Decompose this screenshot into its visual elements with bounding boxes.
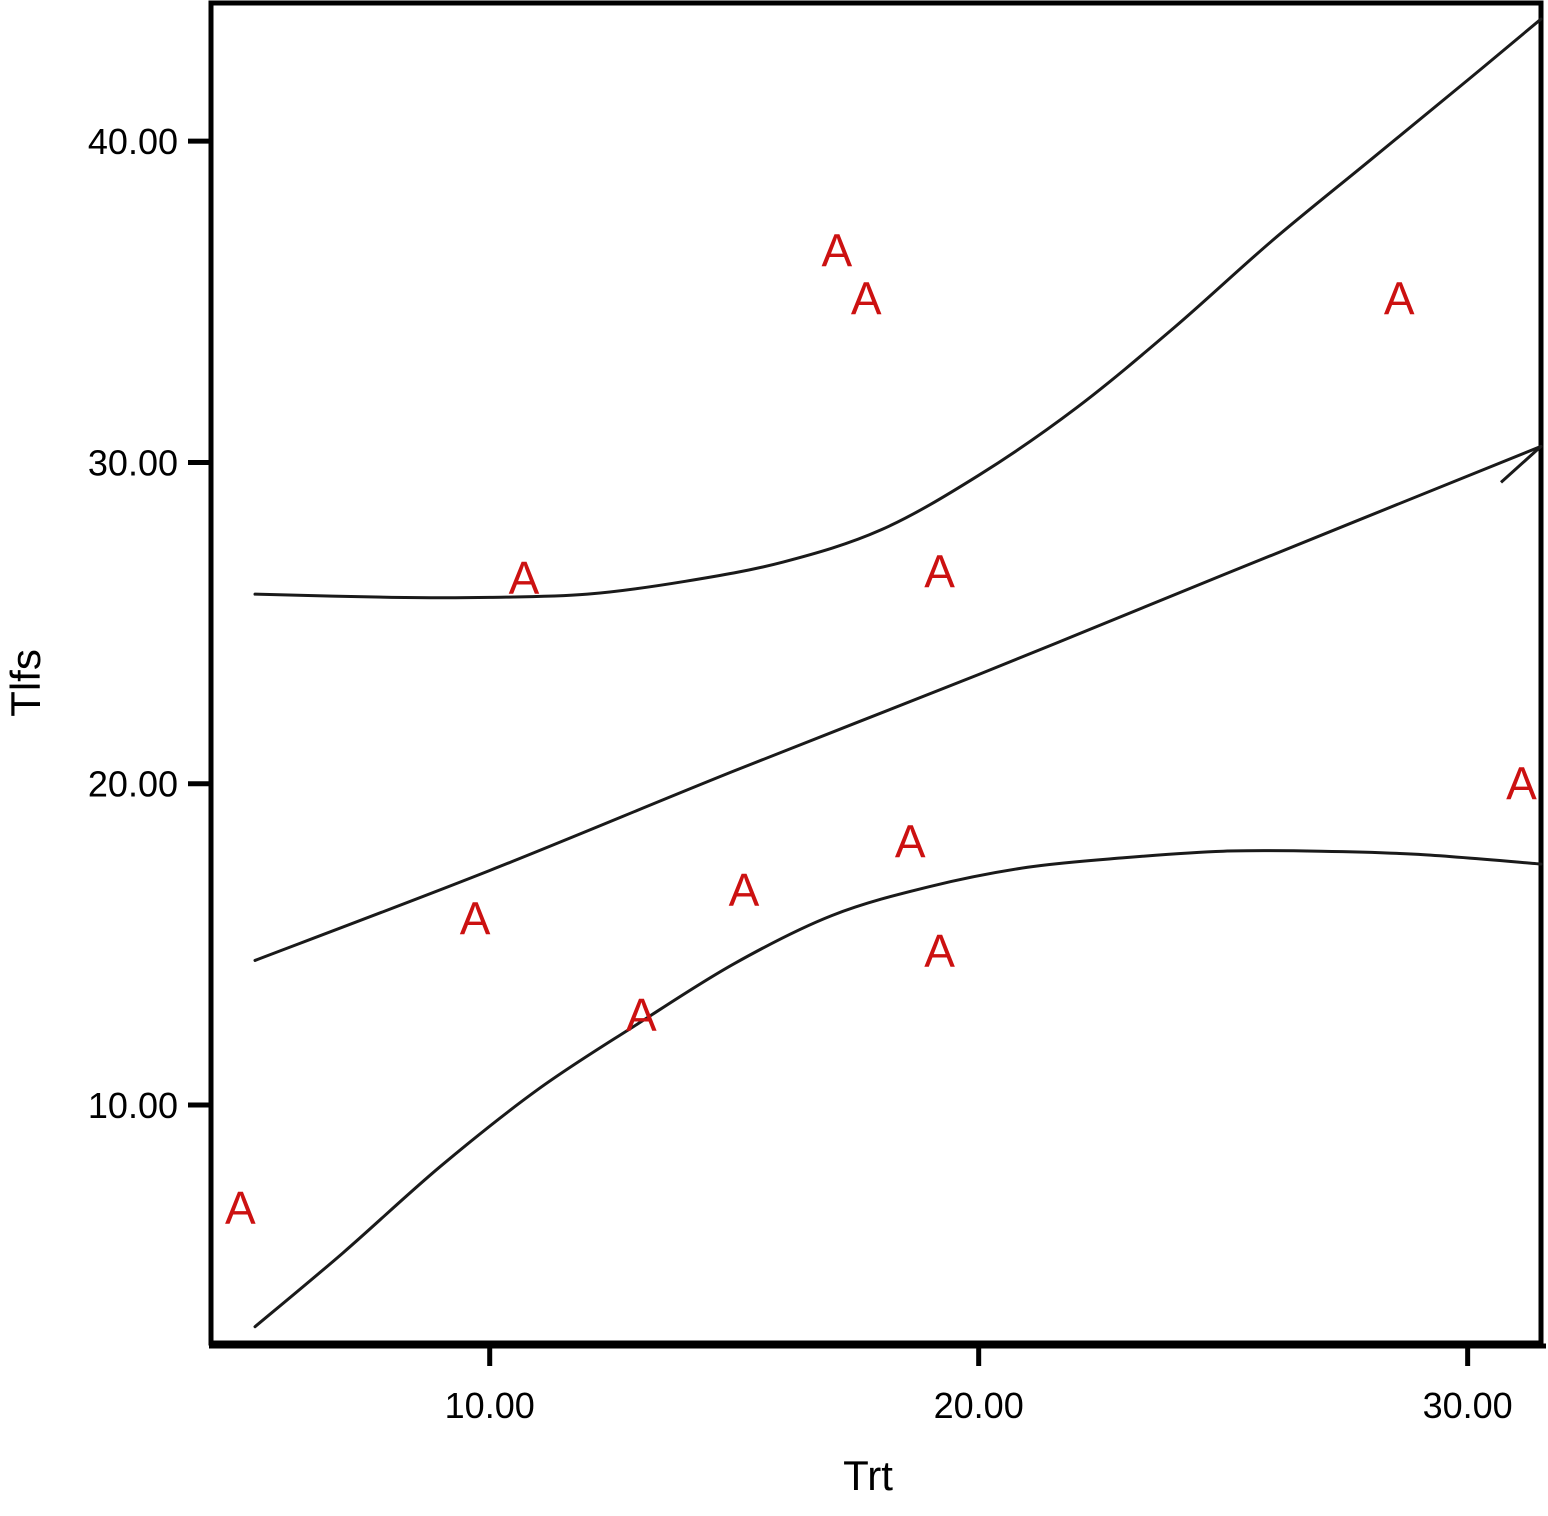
data-point: A	[924, 925, 955, 977]
data-point: A	[729, 864, 760, 916]
data-point: A	[822, 224, 853, 276]
upper-line	[253, 17, 1543, 600]
data-point: A	[851, 273, 882, 325]
data-point: A	[924, 546, 955, 598]
y-tick-label: 40.00	[88, 121, 178, 162]
fit-line	[253, 444, 1543, 962]
data-point: A	[1384, 273, 1415, 325]
x-tick-label: 20.00	[934, 1385, 1024, 1426]
fit-line-end-hook	[1499, 445, 1543, 484]
data-point: A	[626, 989, 657, 1041]
plot-frame	[208, 0, 1544, 1346]
y-tick-label: 20.00	[88, 764, 178, 805]
y-tick-label: 30.00	[88, 442, 178, 483]
x-axis-ticks: 10.00 20.00 30.00	[445, 1346, 1513, 1426]
x-axis-title: Trt	[843, 1452, 893, 1499]
data-point: A	[509, 552, 540, 604]
data-point: A	[1506, 758, 1537, 810]
data-point: A	[895, 816, 926, 868]
y-axis-ticks: 10.00 20.00 30.00 40.00	[88, 121, 211, 1126]
fit-curves	[253, 17, 1543, 1329]
x-tick-label: 10.00	[445, 1385, 535, 1426]
y-axis-title: Tlfs	[2, 649, 49, 717]
data-point: A	[225, 1182, 256, 1234]
x-tick-label: 30.00	[1423, 1385, 1513, 1426]
lower-line	[253, 849, 1543, 1329]
data-point: A	[460, 893, 491, 945]
y-tick-label: 10.00	[88, 1085, 178, 1126]
